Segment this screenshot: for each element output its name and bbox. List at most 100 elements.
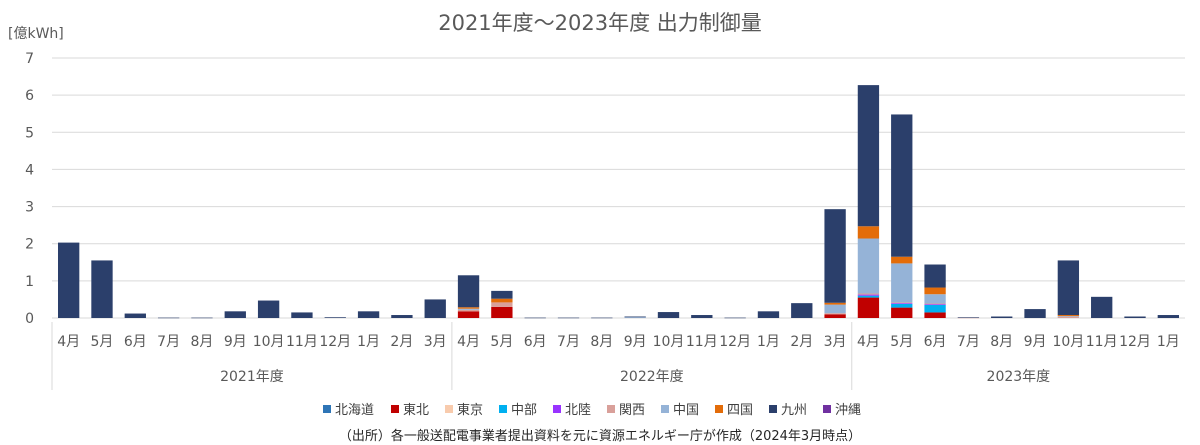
x-group-label: 2021年度	[220, 369, 284, 385]
x-tick-label: 12月	[1119, 334, 1151, 350]
y-axis-unit-label: [億kWh]	[8, 26, 64, 42]
legend-label: 東北	[403, 402, 429, 418]
legend-swatch	[391, 405, 399, 413]
legend-label: 沖縄	[835, 403, 861, 418]
x-tick-label: 1月	[757, 334, 780, 350]
x-tick-label: 11月	[686, 334, 718, 350]
bar-segment	[457, 275, 480, 308]
bar-segment	[924, 264, 946, 288]
x-tick-label: 5月	[91, 334, 114, 350]
legend-swatch	[553, 405, 561, 413]
bar-segment	[824, 314, 846, 318]
bar-segment	[424, 299, 446, 318]
bar-segment	[757, 311, 780, 318]
legend-label: 東京	[457, 402, 483, 418]
bar-segment	[857, 238, 880, 294]
bar-segment	[1091, 296, 1113, 318]
legend-label: 北陸	[565, 402, 591, 418]
bar-segment	[891, 307, 913, 318]
bar-segment	[991, 316, 1013, 318]
bar-segment	[657, 312, 680, 318]
bar-segment	[491, 306, 513, 318]
bar-segment	[491, 302, 513, 307]
x-tick-label: 4月	[857, 334, 880, 350]
legend: 北海道 東北 東京 中部 北陸 関西 中国 四国 九州 沖縄	[323, 402, 861, 418]
bar-segment	[324, 317, 346, 318]
y-tick-label: 2	[25, 237, 34, 253]
bar-segment	[857, 294, 880, 296]
x-tick-label: 11月	[286, 334, 318, 350]
bar-segment	[157, 317, 180, 319]
x-tick-label: 10月	[1052, 334, 1084, 350]
x-tick-label: 7月	[557, 334, 580, 350]
bars	[57, 85, 1180, 319]
bar-segment	[924, 287, 946, 295]
bar-segment	[624, 317, 646, 318]
bar-segment	[857, 85, 880, 227]
x-tick-label: 9月	[224, 334, 247, 350]
x-tick-label: 1月	[357, 334, 380, 350]
bar-segment	[357, 311, 380, 318]
bar-segment	[824, 209, 846, 303]
x-tick-label: 7月	[957, 334, 980, 350]
bar-segment	[924, 305, 946, 313]
bar-segment	[924, 304, 946, 305]
x-group-label: 2023年度	[987, 369, 1051, 385]
legend-label: 北海道	[335, 403, 374, 418]
bar-segment	[91, 260, 113, 318]
x-tick-label: 9月	[1024, 334, 1047, 350]
legend-swatch	[323, 405, 331, 413]
bar-segment	[857, 295, 880, 298]
bar-segment	[857, 293, 880, 295]
bar-segment	[457, 308, 480, 310]
x-tick-label: 5月	[890, 334, 913, 350]
bar-segment	[1057, 316, 1080, 317]
bar-segment	[257, 300, 280, 318]
x-tick-label: 2月	[790, 334, 813, 350]
y-tick-label: 7	[25, 51, 34, 67]
x-tick-label: 4月	[457, 334, 480, 350]
x-tick-label: 1月	[1157, 334, 1180, 350]
x-tick-label: 12月	[719, 334, 751, 350]
x-group-label: 2022年度	[620, 369, 684, 385]
gridlines	[52, 57, 1185, 319]
y-tick-label: 4	[25, 162, 34, 178]
legend-swatch	[769, 405, 777, 413]
bar-segment	[891, 256, 913, 264]
x-tick-label: 12月	[319, 334, 351, 350]
bar-segment	[891, 114, 913, 257]
bar-segment	[1024, 309, 1046, 318]
bar-segment	[624, 316, 646, 318]
bar-segment	[891, 302, 913, 304]
x-tick-label: 10月	[253, 334, 285, 350]
x-tick-label: 9月	[624, 334, 647, 350]
bar-segment	[924, 294, 946, 304]
bar-segment	[724, 317, 746, 319]
y-tick-label: 5	[25, 125, 34, 141]
bar-segment	[791, 303, 813, 318]
bar-segment	[557, 317, 580, 319]
x-tick-label: 6月	[524, 334, 547, 350]
bar-segment	[1057, 316, 1080, 318]
x-tick-label: 3月	[824, 334, 847, 350]
x-tick-label: 8月	[190, 334, 213, 350]
bar-segment	[824, 302, 846, 305]
legend-swatch	[499, 405, 507, 413]
bar-segment	[457, 311, 480, 318]
bar-segment	[957, 317, 980, 319]
bar-segment	[891, 263, 913, 303]
bar-segment	[924, 312, 946, 318]
bar-segment	[191, 317, 213, 319]
x-tick-label: 8月	[590, 334, 613, 350]
legend-swatch	[823, 405, 831, 413]
y-tick-label: 0	[25, 311, 34, 327]
bar-segment	[57, 242, 80, 318]
x-tick-label: 3月	[424, 334, 447, 350]
bar-segment	[957, 317, 980, 318]
bar-segment	[524, 317, 546, 319]
x-tick-label: 2月	[390, 334, 413, 350]
y-axis-ticks: 0 1 2 3 4 5 6 7	[25, 51, 34, 327]
bar-segment	[691, 315, 713, 318]
legend-swatch	[445, 405, 453, 413]
